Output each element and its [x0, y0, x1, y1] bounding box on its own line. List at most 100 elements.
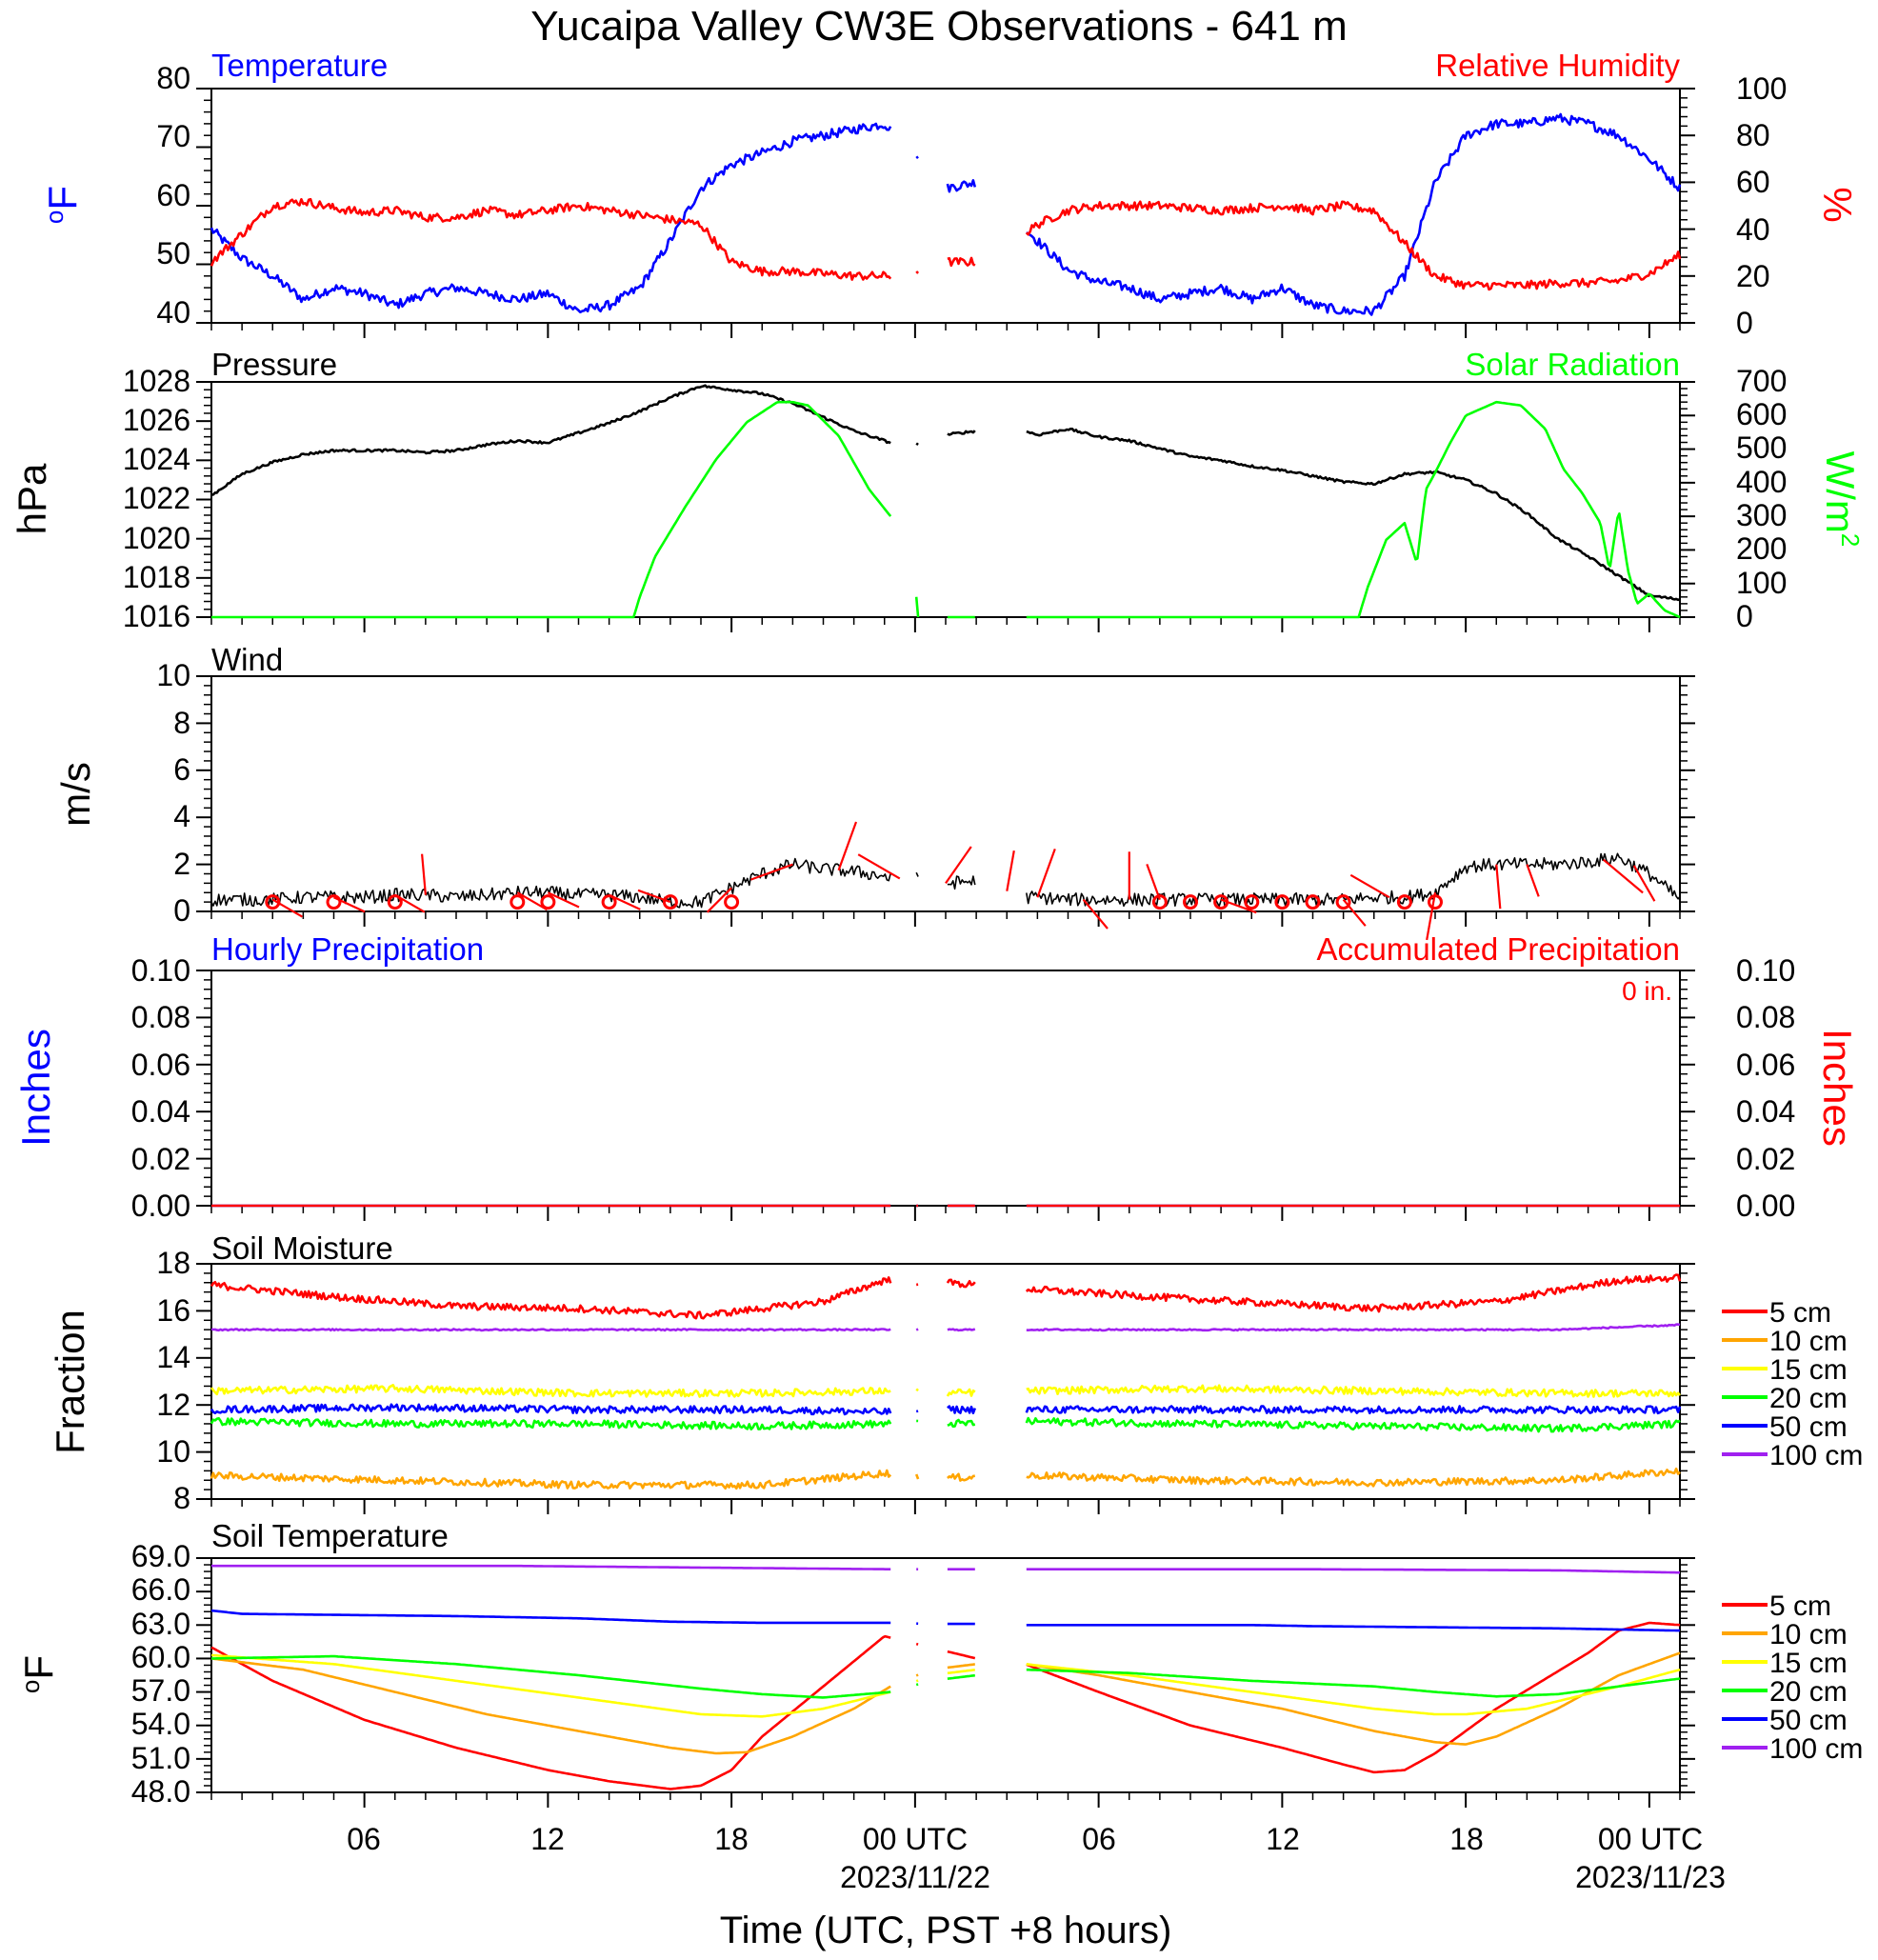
soil-temperature-panel: Soil Temperature oF 69.0 66.0 63.0 60.0 … — [16, 1518, 449, 1809]
soil-temperature-tick-label: 60.0 — [131, 1640, 190, 1674]
wind-tick-label: 6 — [173, 752, 190, 787]
wind-barb — [1602, 858, 1644, 894]
wind-tick-labels: 10 8 6 4 2 0 — [156, 658, 190, 928]
accum-precip-tick-label: 0.06 — [1736, 1048, 1795, 1082]
solar-tick-label: 0 — [1736, 599, 1753, 633]
wind-tick-label: 10 — [156, 658, 190, 692]
pressure-tick-label: 1026 — [123, 403, 190, 437]
soil-moisture-tick-label: 12 — [156, 1388, 190, 1422]
wind-barb — [1006, 850, 1015, 891]
wind-calm-marker — [1213, 894, 1229, 910]
humidity-tick-labels: 100 80 60 40 20 0 — [1736, 71, 1787, 340]
x-axis-label: Time (UTC, PST +8 hours) — [720, 1910, 1172, 1951]
wind-barb — [1146, 864, 1161, 900]
solar-tick-label: 600 — [1736, 397, 1787, 431]
x-tick-label: 12 — [530, 1822, 565, 1856]
pressure-tick-labels: 1028 1026 1024 1022 1020 1018 1016 — [123, 364, 190, 633]
legend-label-10cm: 10 cm — [1769, 1619, 1848, 1650]
temperature-title: Temperature — [211, 48, 388, 83]
soil-temperature-tick-labels: 69.0 66.0 63.0 60.0 57.0 54.0 51.0 48.0 — [131, 1539, 190, 1809]
temperature-tick-label: 40 — [156, 295, 190, 330]
wind-calm-marker — [662, 894, 678, 910]
wind-calm-marker — [265, 894, 281, 910]
soil-moisture-tick-label: 16 — [156, 1293, 190, 1328]
humidity-tick-label: 40 — [1736, 212, 1770, 247]
soil-moisture-tick-label: 18 — [156, 1246, 190, 1280]
solar-tick-label: 100 — [1736, 566, 1787, 600]
series-5-cm-line — [210, 1273, 1682, 1320]
hourly-precip-tick-label: 0.08 — [131, 1000, 190, 1034]
soil-moisture-legend: 5 cm 10 cm 15 cm 20 cm 50 cm 100 cm — [1722, 1297, 1863, 1471]
wind-calm-marker — [1274, 894, 1290, 910]
wind-calm-marker — [387, 894, 403, 910]
wind-calm-marker — [601, 894, 617, 910]
soil-temperature-tick-label: 51.0 — [131, 1741, 190, 1775]
solar-tick-label: 300 — [1736, 498, 1787, 532]
accum-precip-title: Accumulated Precipitation — [1316, 931, 1680, 967]
temperature-tick-label: 60 — [156, 178, 190, 212]
series-relative-humidity-line — [210, 197, 1682, 291]
chart-title: Yucaipa Valley CW3E Observations - 641 m — [530, 3, 1348, 50]
wind-calm-marker — [1396, 894, 1412, 910]
soil-moisture-tick-label: 14 — [156, 1340, 190, 1374]
wind-barb — [516, 891, 548, 911]
x-tick-label: 00 UTC — [863, 1822, 968, 1856]
pressure-panel: Pressure Solar Radiation hPa W/m2 1028 1… — [10, 347, 1865, 633]
accum-precip-tick-label: 0.04 — [1736, 1094, 1795, 1129]
wind-calm-marker — [724, 894, 740, 910]
accum-precip-tick-label: 0.02 — [1736, 1142, 1795, 1176]
humidity-tick-label: 20 — [1736, 259, 1770, 293]
hourly-precip-tick-label: 0.10 — [131, 953, 190, 988]
pressure-tick-label: 1018 — [123, 560, 190, 594]
series-15-cm-line — [210, 1653, 1681, 1718]
wind-barb — [1495, 864, 1502, 910]
precipitation-panel: Hourly Precipitation Accumulated Precipi… — [13, 931, 1860, 1223]
temperature-tick-label: 80 — [156, 61, 190, 95]
legend-label-10cm: 10 cm — [1769, 1326, 1848, 1357]
soil-moisture-title: Soil Moisture — [211, 1230, 393, 1266]
pressure-tick-label: 1024 — [123, 442, 190, 476]
wind-ylabel: m/s — [53, 762, 98, 827]
legend-label-50cm: 50 cm — [1769, 1411, 1848, 1443]
series-10-cm-line — [210, 1467, 1681, 1490]
soil-temperature-ylabel: oF — [16, 1655, 61, 1693]
legend-label-100cm: 100 cm — [1769, 1733, 1863, 1765]
soil-temperature-tick-label: 57.0 — [131, 1673, 190, 1708]
wind-calm-marker — [1428, 894, 1443, 910]
wind-calm-marker — [1244, 894, 1260, 910]
wind-calm-marker — [1305, 894, 1321, 910]
series-solar-radiation-line — [211, 400, 1681, 619]
series-20-cm-line — [210, 1416, 1681, 1433]
soil-moisture-tick-label: 10 — [156, 1434, 190, 1469]
pressure-tick-label: 1016 — [123, 599, 190, 633]
precip-plot-area — [196, 970, 1695, 1221]
wind-calm-marker — [1183, 894, 1198, 910]
pressure-title: Pressure — [211, 347, 337, 382]
hourly-precip-tick-label: 0.04 — [131, 1094, 190, 1129]
series-pressure-line — [210, 384, 1681, 602]
series-50-cm-line — [210, 1609, 1680, 1632]
wind-barb — [1036, 849, 1056, 898]
solar-tick-label: 400 — [1736, 465, 1787, 499]
x-tick-label: 06 — [1082, 1822, 1116, 1856]
soil-moisture-panel: Soil Moisture Fraction 18 16 14 12 10 8 — [48, 1230, 393, 1515]
x-tick-label: 18 — [714, 1822, 749, 1856]
wind-barb — [1426, 892, 1437, 941]
solar-tick-label: 500 — [1736, 430, 1787, 465]
solar-tick-label: 700 — [1736, 364, 1787, 398]
legend-label-5cm: 5 cm — [1769, 1297, 1831, 1329]
soil-moisture-tick-label: 8 — [173, 1481, 190, 1515]
wind-barb — [750, 863, 793, 881]
legend-label-20cm: 20 cm — [1769, 1383, 1848, 1414]
temp-plot-area — [196, 88, 1695, 338]
wind-tick-label: 8 — [173, 706, 190, 740]
accum-precip-tick-label: 0.08 — [1736, 1000, 1795, 1034]
series-10-cm-line — [210, 1651, 1681, 1755]
stemp-plot-area — [196, 1557, 1695, 1808]
temperature-ylabel: oF — [40, 186, 85, 224]
wind-barb — [945, 846, 972, 885]
accum-precip-tick-label: 0.00 — [1736, 1189, 1795, 1223]
wind-calm-marker — [1335, 894, 1351, 910]
pressure-ylabel: hPa — [10, 463, 54, 534]
